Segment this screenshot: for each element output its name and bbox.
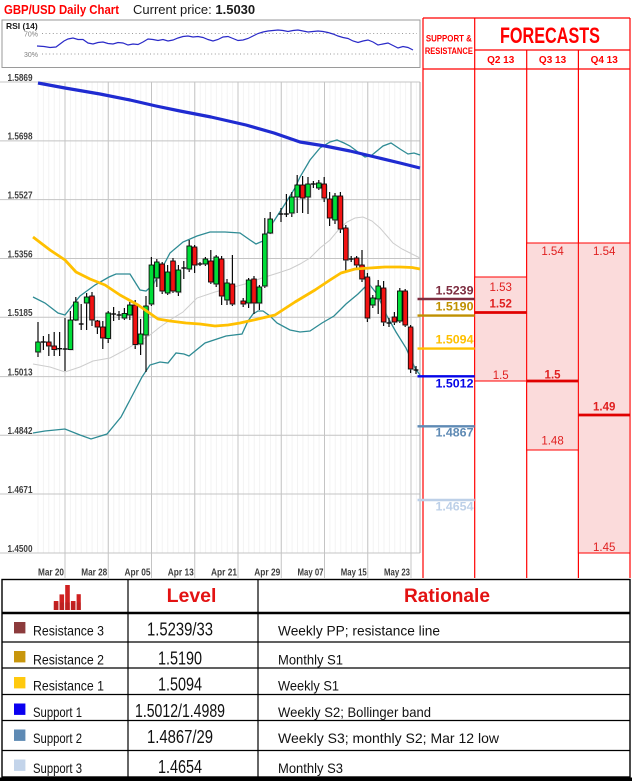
svg-text:1.5: 1.5: [545, 370, 562, 382]
svg-text:Apr 21: Apr 21: [211, 567, 237, 579]
svg-text:Support 2: Support 2: [33, 730, 82, 746]
svg-text:1.4671: 1.4671: [8, 485, 33, 496]
svg-text:FORECASTS: FORECASTS: [500, 23, 600, 48]
svg-text:1.5094: 1.5094: [158, 674, 202, 694]
svg-text:1.5013: 1.5013: [8, 367, 33, 378]
svg-text:1.5239/33: 1.5239/33: [147, 619, 213, 639]
svg-text:RESISTANCE: RESISTANCE: [425, 46, 473, 57]
svg-text:1.5094: 1.5094: [436, 335, 475, 347]
svg-text:1.48: 1.48: [541, 436, 563, 448]
svg-text:Resistance 3: Resistance 3: [33, 622, 104, 638]
svg-text:1.5698: 1.5698: [8, 132, 33, 143]
svg-text:Q3 13: Q3 13: [539, 55, 567, 66]
svg-text:GBP/USD Daily Chart: GBP/USD Daily Chart: [4, 2, 120, 17]
svg-text:1.5527: 1.5527: [8, 190, 33, 201]
svg-text:1.49: 1.49: [593, 402, 615, 414]
svg-text:Monthly S3: Monthly S3: [278, 760, 343, 776]
svg-text:70%: 70%: [24, 32, 38, 39]
svg-text:1.45: 1.45: [593, 542, 615, 554]
svg-text:1.5185: 1.5185: [8, 308, 33, 319]
svg-text:Apr 05: Apr 05: [125, 567, 151, 579]
svg-text:1.5: 1.5: [493, 370, 509, 382]
svg-text:Resistance 1: Resistance 1: [33, 677, 104, 693]
svg-text:Apr 29: Apr 29: [254, 567, 280, 579]
svg-text:SUPPORT &: SUPPORT &: [426, 34, 472, 45]
svg-text:1.54: 1.54: [541, 246, 564, 258]
svg-text:1.54: 1.54: [593, 246, 616, 258]
svg-text:Weekly S2; Bollinger band: Weekly S2; Bollinger band: [278, 704, 431, 720]
svg-text:1.5012/1.4989: 1.5012/1.4989: [135, 701, 225, 721]
svg-text:RSI (14): RSI (14): [6, 21, 38, 31]
svg-text:May 23: May 23: [384, 567, 410, 579]
svg-text:Rationale: Rationale: [404, 585, 490, 607]
svg-text:Resistance 2: Resistance 2: [33, 651, 104, 667]
svg-text:Monthly S1: Monthly S1: [278, 651, 343, 667]
svg-text:1.5190: 1.5190: [436, 302, 474, 314]
svg-text:1.4500: 1.4500: [8, 544, 33, 555]
svg-text:1.52: 1.52: [490, 299, 512, 311]
svg-text:1.4654: 1.4654: [436, 502, 475, 514]
svg-text:Mar 20: Mar 20: [38, 567, 64, 579]
svg-text:1.4654: 1.4654: [158, 757, 202, 777]
svg-text:Support 1: Support 1: [33, 704, 82, 720]
svg-text:Q4 13: Q4 13: [591, 55, 619, 66]
svg-text:1.53: 1.53: [490, 282, 512, 294]
svg-text:Level: Level: [167, 585, 217, 607]
svg-text:May 07: May 07: [298, 567, 324, 579]
svg-text:1.5190: 1.5190: [158, 648, 202, 668]
svg-text:Weekly S3; monthly S2; Mar 12: Weekly S3; monthly S2; Mar 12 low: [278, 730, 500, 746]
svg-text:1.4842: 1.4842: [8, 426, 33, 437]
svg-text:1.4867/29: 1.4867/29: [147, 727, 213, 747]
svg-text:May 15: May 15: [341, 567, 367, 579]
svg-text:1.5869: 1.5869: [8, 73, 33, 84]
svg-text:30%: 30%: [24, 52, 38, 59]
svg-text:Apr 13: Apr 13: [168, 567, 194, 579]
svg-text:1.5012: 1.5012: [436, 379, 474, 391]
svg-text:Weekly PP; resistance line: Weekly PP; resistance line: [278, 622, 440, 638]
svg-text:1.5239: 1.5239: [436, 286, 474, 298]
svg-text:Current price: 1.5030: Current price: 1.5030: [133, 2, 255, 17]
svg-text:1.4867: 1.4867: [436, 428, 474, 440]
svg-text:Mar 28: Mar 28: [81, 567, 107, 579]
svg-text:Q2 13: Q2 13: [487, 55, 515, 66]
svg-text:1.5356: 1.5356: [8, 249, 33, 260]
svg-text:Support 3: Support 3: [33, 760, 82, 776]
svg-text:Weekly S1: Weekly S1: [278, 677, 339, 693]
